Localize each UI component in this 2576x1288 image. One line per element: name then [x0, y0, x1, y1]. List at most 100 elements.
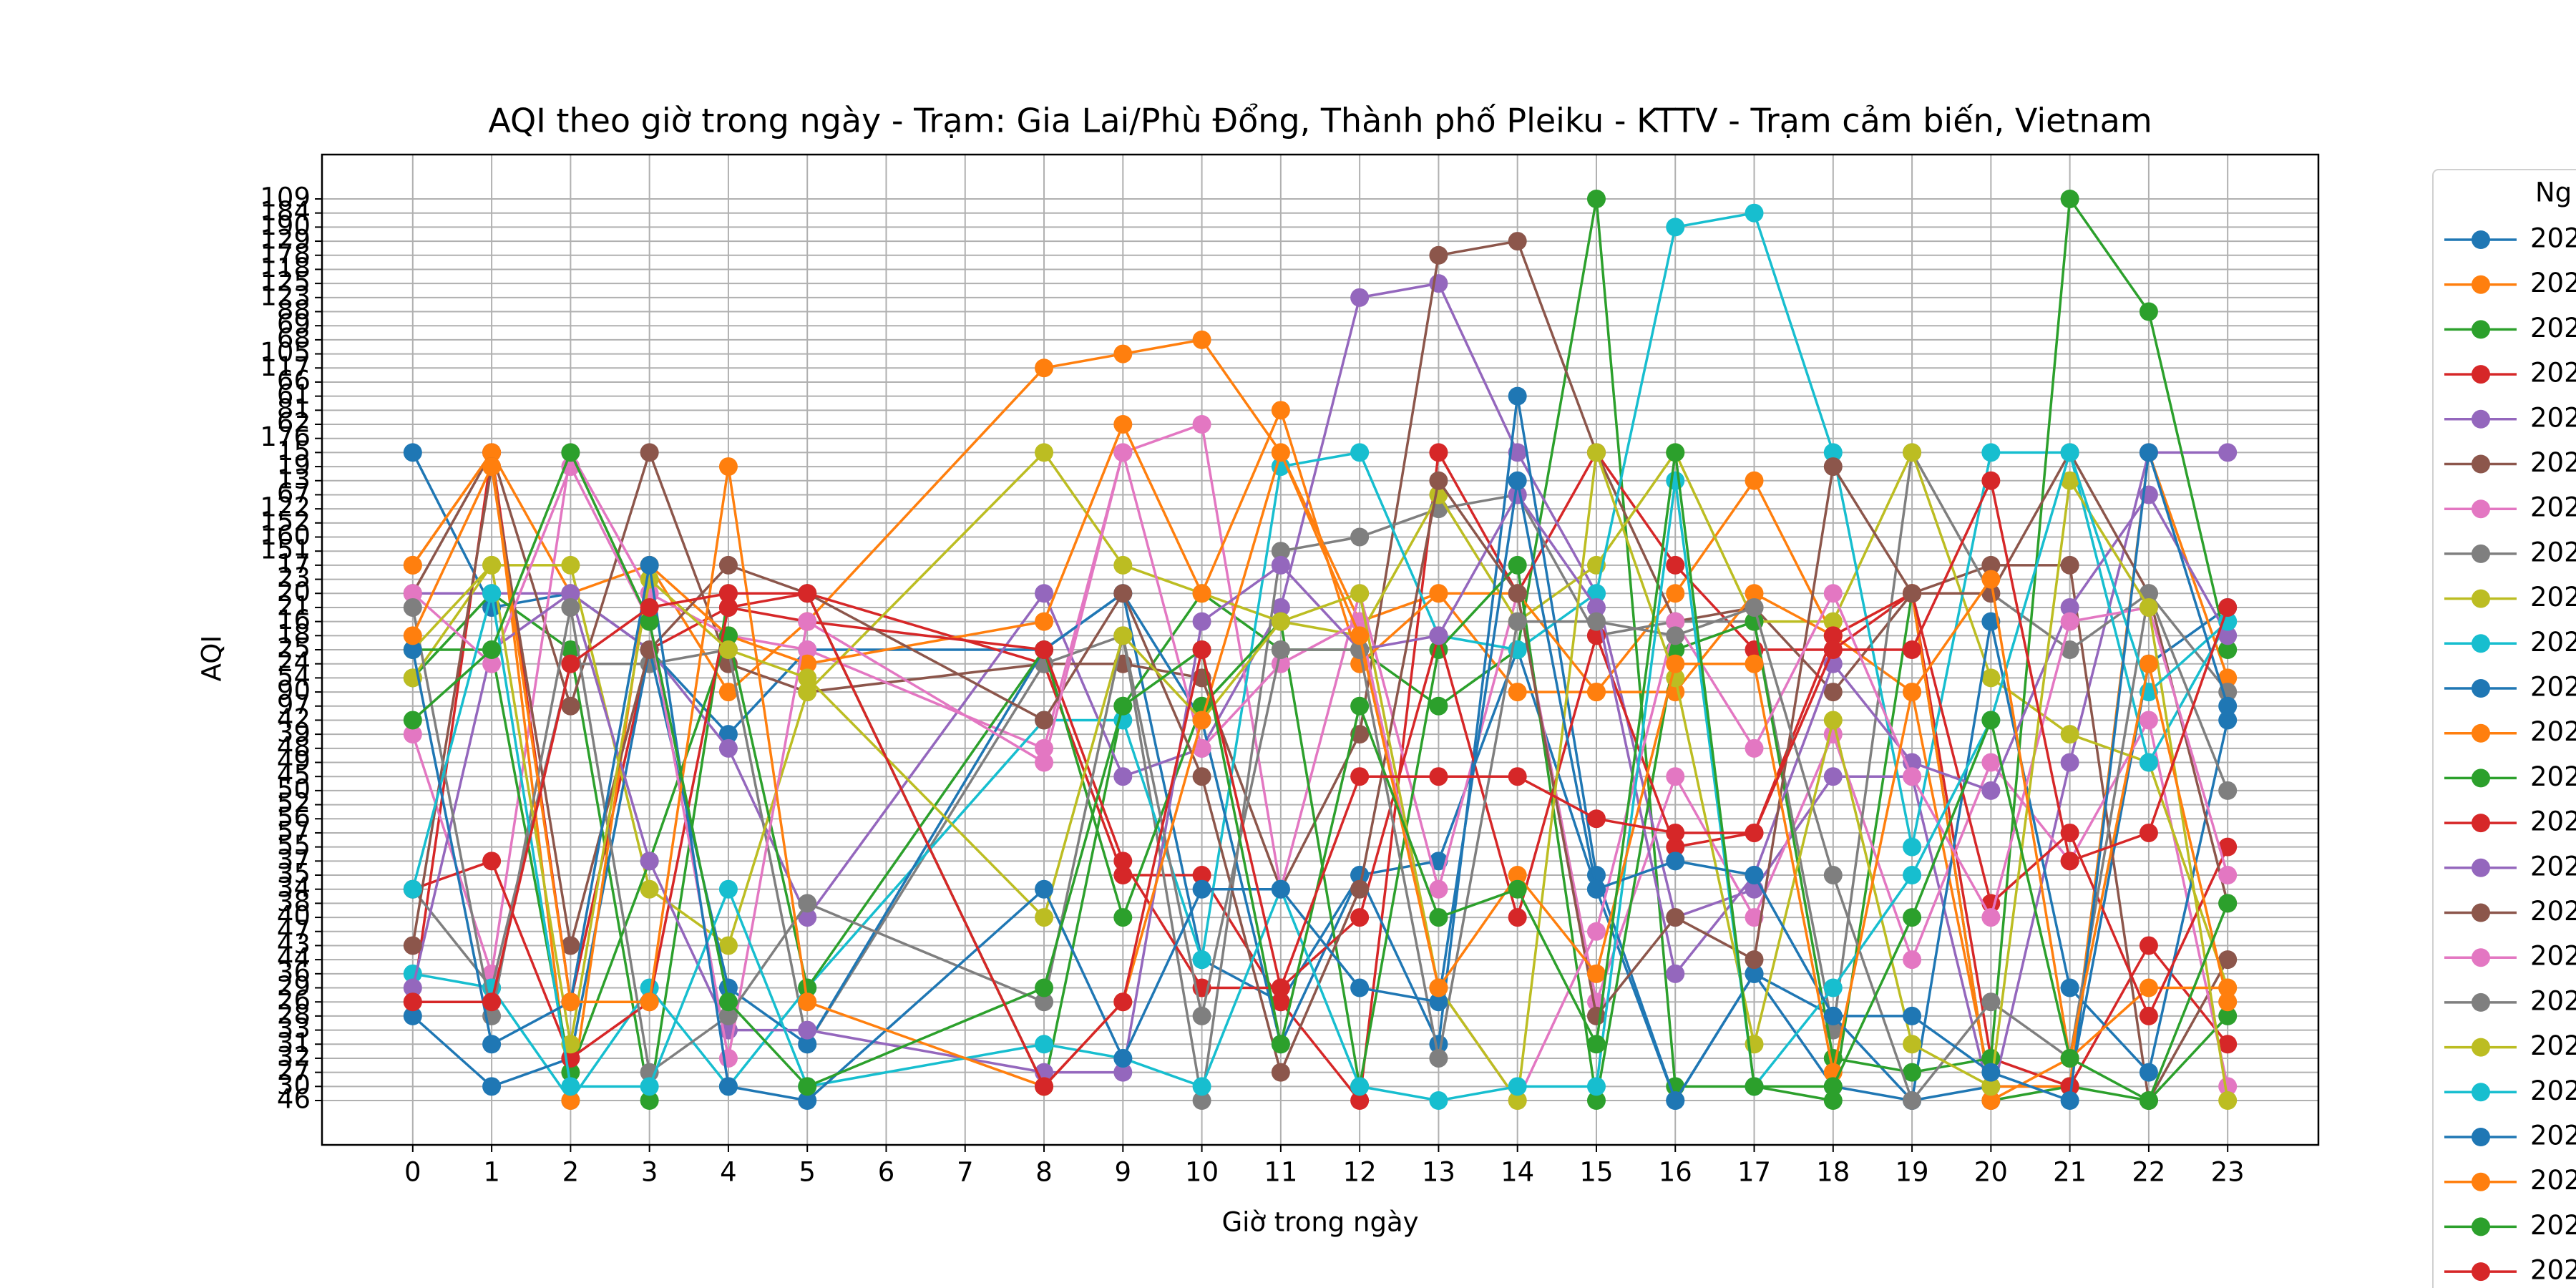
data-point — [1981, 471, 2001, 490]
data-point — [1271, 1063, 1290, 1082]
legend-label: 202 — [2530, 492, 2576, 523]
data-point — [1271, 612, 1290, 631]
legend-label: 202 — [2530, 985, 2576, 1016]
data-point — [482, 457, 502, 477]
data-point — [1429, 471, 1448, 490]
data-point — [798, 1091, 817, 1110]
y-tick-label: 28 — [277, 999, 311, 1030]
x-tick-label: 9 — [1115, 1157, 1132, 1188]
data-point — [1981, 753, 2001, 772]
y-tick-label: 109 — [260, 182, 311, 213]
data-point — [1271, 978, 1290, 997]
y-tick-label: 18 — [277, 619, 311, 650]
x-tick-label: 20 — [1974, 1157, 2008, 1188]
data-point — [1823, 640, 1843, 659]
data-point — [2060, 852, 2079, 871]
data-point — [1823, 457, 1843, 477]
data-point — [1903, 640, 1922, 659]
legend-marker — [2472, 544, 2490, 563]
data-point — [718, 725, 738, 744]
data-point — [1429, 767, 1448, 786]
data-point — [1192, 738, 1211, 758]
data-point — [1903, 908, 1922, 927]
data-point — [640, 1077, 659, 1096]
data-point — [1271, 443, 1290, 462]
data-point — [1745, 964, 1764, 983]
data-point — [2218, 696, 2238, 716]
y-tick-label: 21 — [277, 590, 311, 621]
y-tick-label: 17 — [277, 548, 311, 579]
data-point — [1192, 330, 1211, 349]
legend-label: 202 — [2530, 941, 2576, 972]
data-point — [2060, 1091, 2079, 1110]
data-point — [2060, 597, 2079, 617]
y-tick-label: 39 — [277, 718, 311, 748]
legend-marker — [2472, 634, 2490, 653]
series-line — [411, 447, 2229, 1103]
data-point — [1429, 992, 1448, 1012]
data-point — [1192, 879, 1211, 899]
y-tick-label: 62 — [277, 408, 311, 439]
y-tick-label: 190 — [260, 210, 311, 241]
legend-label: 202 — [2530, 851, 2576, 882]
legend-label: 202 — [2530, 761, 2576, 792]
y-tick-label: 118 — [260, 253, 311, 283]
legend-label: 202 — [2530, 1121, 2576, 1151]
x-tick-label: 7 — [957, 1157, 974, 1188]
data-point — [1981, 711, 2001, 730]
data-point — [2218, 711, 2238, 730]
data-point — [561, 1035, 580, 1054]
data-point — [1903, 866, 1922, 884]
y-tick-label: 31 — [277, 1028, 311, 1058]
legend-marker — [2472, 814, 2490, 833]
data-point — [482, 1077, 502, 1096]
data-point — [640, 879, 659, 899]
data-point — [2139, 597, 2158, 617]
data-point — [1429, 879, 1448, 899]
data-point — [2060, 190, 2079, 208]
data-point — [2218, 626, 2238, 645]
x-tick-label: 6 — [878, 1157, 895, 1188]
data-point — [1192, 1077, 1211, 1096]
x-tick-label: 21 — [2053, 1157, 2087, 1188]
data-point — [1586, 1006, 1606, 1025]
data-point — [1113, 344, 1133, 364]
data-point — [1823, 711, 1843, 730]
data-point — [1666, 908, 1685, 927]
data-point — [1666, 767, 1685, 786]
data-point — [561, 1077, 580, 1096]
data-point — [1350, 696, 1370, 716]
y-tick-label: 50 — [277, 774, 311, 804]
y-tick-label: 123 — [260, 280, 311, 311]
data-point — [640, 1091, 659, 1110]
data-point — [718, 683, 738, 702]
data-point — [2218, 1006, 2238, 1025]
series-line — [411, 240, 2229, 1105]
legend-label: 202 — [2530, 716, 2576, 747]
y-tick-label: 69 — [277, 309, 311, 340]
data-point — [2218, 597, 2238, 617]
data-point — [1508, 1077, 1527, 1096]
y-tick-label: 29 — [277, 971, 311, 1002]
legend-label: 202 — [2530, 358, 2576, 389]
data-point — [1903, 1006, 1922, 1025]
y-tick-label: 90 — [277, 675, 311, 706]
y-tick-label: 19 — [277, 450, 311, 481]
legend-marker — [2472, 992, 2490, 1012]
data-point — [1745, 584, 1764, 603]
data-point — [1429, 852, 1448, 871]
data-point — [1981, 1063, 2001, 1082]
data-point — [718, 1006, 738, 1025]
data-point — [403, 978, 422, 997]
data-point — [1350, 1091, 1370, 1110]
data-point — [561, 696, 580, 716]
x-tick-label: 12 — [1343, 1157, 1377, 1188]
data-point — [403, 640, 422, 659]
y-tick-label: 24 — [277, 647, 311, 678]
data-point — [1192, 866, 1211, 884]
data-point — [482, 992, 502, 1012]
data-point — [403, 555, 422, 575]
data-point — [2218, 443, 2238, 462]
y-tick-label: 66 — [277, 365, 311, 396]
